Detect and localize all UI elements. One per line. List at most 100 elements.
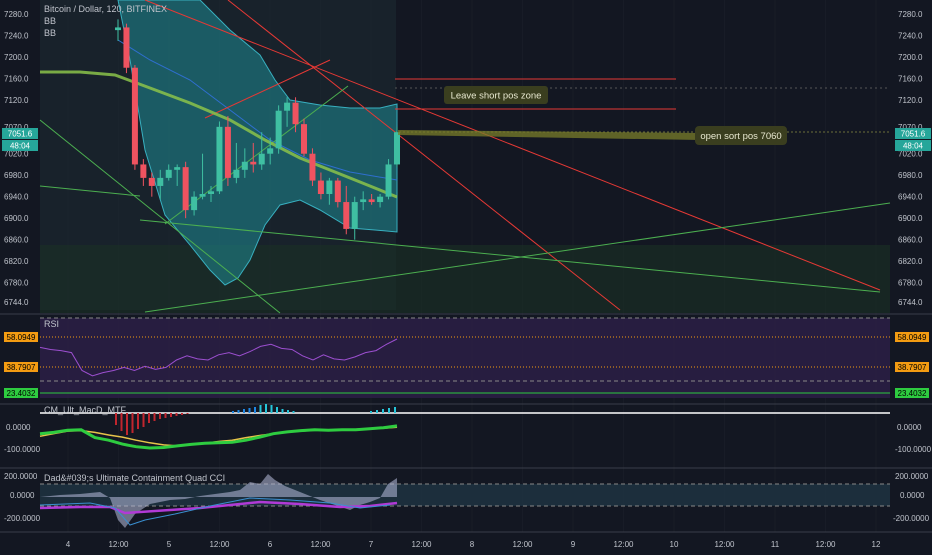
candle[interactable] (258, 132, 265, 170)
cci-pane[interactable]: Dad&#039;s Ultimate Containment Quad CCI… (4, 472, 930, 528)
price-tick-label: 6860.0 (898, 236, 923, 245)
candle[interactable] (216, 121, 223, 194)
candle-body (309, 153, 316, 181)
price-tick-label: 7020.0 (4, 150, 29, 159)
rsi-value-tag: 23.4032 (898, 389, 927, 398)
candle[interactable] (351, 196, 358, 240)
candle[interactable] (123, 23, 130, 74)
macd-histogram (115, 404, 396, 435)
candle[interactable] (309, 148, 316, 186)
price-tick-label: 7280.0 (4, 10, 29, 19)
macd-histogram-bar (254, 407, 256, 413)
candle-body (284, 102, 291, 111)
candle[interactable] (241, 148, 248, 178)
candlestick-series[interactable] (115, 19, 400, 240)
price-tick-label: 6940.0 (4, 193, 29, 202)
candle-body (123, 27, 130, 68)
candle[interactable] (360, 191, 367, 211)
price-tick-label: 7120.0 (4, 96, 29, 105)
time-tick-label: 12:00 (411, 540, 432, 549)
green-trend-line[interactable] (39, 185, 141, 197)
macd-histogram-bar (232, 411, 234, 413)
green-trend-line[interactable] (144, 202, 891, 313)
candle[interactable] (148, 172, 155, 197)
time-tick-label: 12:00 (512, 540, 533, 549)
price-tick-label: 6780.0 (4, 279, 29, 288)
candle[interactable] (224, 116, 231, 186)
macd-histogram-bar (287, 410, 289, 413)
bollinger-middle-line (117, 39, 398, 181)
candle[interactable] (275, 105, 282, 154)
annotation-open-short[interactable]: open sort pos 7060 (398, 126, 787, 145)
bollinger-band (117, 0, 398, 286)
macd-histogram-bar (159, 413, 161, 419)
candle[interactable] (292, 97, 299, 133)
candle-body (165, 169, 172, 178)
candle[interactable] (394, 126, 400, 168)
candle-body (199, 194, 206, 197)
green-trend-line[interactable] (139, 219, 881, 293)
countdown: 48:04 (10, 142, 31, 151)
candle[interactable] (385, 159, 392, 200)
candle[interactable] (250, 142, 257, 173)
macd-histogram-bar (164, 413, 167, 418)
candle[interactable] (182, 161, 189, 219)
candle[interactable] (131, 65, 138, 170)
cci-m200-tick: -200.0000 (893, 514, 930, 523)
macd-histogram-bar (142, 413, 145, 427)
macd-histogram-bar (248, 408, 251, 413)
time-tick-label: 6 (268, 540, 273, 549)
candle-body (301, 124, 307, 154)
candle-body (216, 126, 223, 192)
candle-body (360, 199, 367, 203)
candle[interactable] (368, 194, 375, 205)
candle[interactable] (326, 177, 333, 205)
time-tick-label: 12:00 (714, 540, 735, 549)
macd-histogram-bar (170, 413, 172, 417)
candle[interactable] (208, 185, 214, 203)
macd-histogram-bar (259, 405, 262, 413)
red-trend-line[interactable] (204, 59, 331, 119)
time-axis[interactable]: 4 12:00 5 12:00 6 12:00 7 12:00 8 12:00 9 12:00 10 12… (66, 540, 881, 549)
macd-histogram-bar (153, 413, 156, 421)
candle[interactable] (343, 185, 350, 235)
candle[interactable] (377, 194, 384, 208)
trend-lines[interactable] (39, 0, 891, 314)
candle[interactable] (199, 153, 206, 200)
macd-histogram-bar (175, 413, 178, 416)
candle[interactable] (301, 118, 307, 157)
macd-histogram-bar (388, 408, 390, 413)
candle[interactable] (140, 159, 147, 186)
candle[interactable] (174, 164, 181, 186)
candle-body (148, 177, 155, 186)
candle-body (385, 164, 392, 197)
macd-minus100-tick: -100.0000 (4, 445, 41, 454)
candle[interactable] (115, 19, 121, 41)
cci-area (40, 474, 397, 528)
time-tick-label: 10 (670, 540, 679, 549)
last-price-tag-right: 7051.6 48:04 (895, 128, 931, 151)
rsi-line (39, 338, 398, 377)
red-trend-line[interactable] (144, 0, 881, 291)
annotation-leave-short[interactable]: Leave short pos zone (444, 86, 548, 104)
price-axis-right[interactable]: 7280.0 7240.0 7200.0 7160.0 7120.0 7070.0 7020… (898, 10, 923, 307)
macd-minus100-tick: -100.0000 (895, 445, 932, 454)
price-axis-left[interactable]: 7280.0 7240.0 7200.0 7160.0 7120.0 7070.0 7020… (4, 10, 29, 307)
candle[interactable] (334, 177, 341, 208)
macd-histogram-bar (115, 413, 117, 425)
macd-pane[interactable]: CM_Ult_MacD_MTF 0.0000 -100.0000 0.0000 … (4, 404, 932, 454)
annotation-open-short-text: open sort pos 7060 (700, 131, 781, 142)
candle[interactable] (284, 97, 291, 127)
candle[interactable] (165, 164, 172, 181)
last-price: 7051.6 (901, 130, 926, 139)
red-trend-line[interactable] (227, 0, 621, 311)
candle[interactable] (191, 191, 198, 216)
candle[interactable] (233, 142, 240, 184)
green-trend-line[interactable] (39, 119, 281, 314)
candle[interactable] (267, 137, 274, 165)
candle[interactable] (317, 172, 324, 200)
candle[interactable] (157, 169, 164, 200)
rsi-pane[interactable]: RSI 58.0949 38.7907 23.4032 58.0949 38.7… (4, 317, 929, 398)
